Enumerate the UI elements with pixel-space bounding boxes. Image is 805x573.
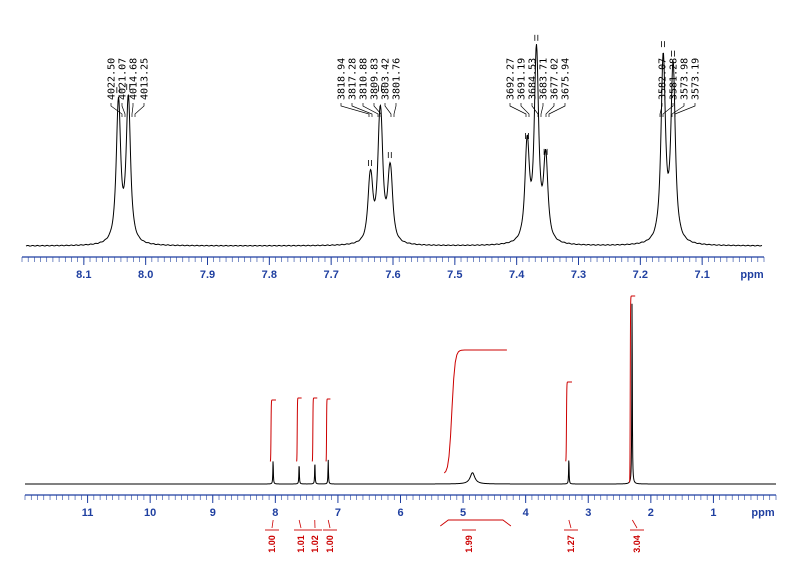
peak-label: 3810.88 [359, 58, 370, 100]
peak-leader-line [340, 103, 370, 117]
x-tick-label: 7 [335, 507, 341, 519]
peak-label: 3817.28 [348, 58, 359, 100]
x-tick-label: 7.4 [509, 269, 525, 281]
peak-label: 3684.53 [528, 58, 539, 100]
peak-label: 3692.27 [506, 58, 517, 100]
x-tick-label: 5 [460, 507, 466, 519]
x-tick-label: 1 [710, 507, 716, 519]
full-spectrum-line [25, 303, 776, 485]
integral-value-label: 1.99 [464, 535, 474, 553]
x-tick-label: 8.0 [138, 269, 153, 281]
x-tick-label: 3 [585, 507, 591, 519]
peak-leader-line [131, 103, 134, 117]
peak-label: 3691.19 [517, 58, 528, 100]
integral-curve [296, 397, 302, 462]
x-tick-label: 7.1 [695, 269, 710, 281]
x-tick-label: 11 [82, 507, 94, 519]
expansion-spectrum-line [25, 44, 763, 247]
peak-leader-line [351, 103, 373, 117]
x-unit-label: ppm [740, 269, 763, 281]
expansion-x-axis: 8.1 8.0 7.9 7.8 7.7 7.6 7.5 7.4 7.3 7.2 7.1 ppm [21, 256, 765, 281]
peak-label: 4021.07 [118, 58, 129, 100]
peak-label: 3675.94 [561, 58, 572, 100]
integral-bracket [327, 519, 331, 529]
peak-leader-line [531, 103, 539, 117]
x-tick-label: 7.7 [324, 269, 339, 281]
peak-leader-line [545, 103, 555, 117]
peak-label-group: 4022.50 4021.07 4014.68 4013.25 3818.94 3817.… [107, 34, 702, 166]
integral-curve [443, 349, 507, 474]
x-unit-label: ppm [751, 507, 774, 519]
x-tick-label: 7.9 [200, 269, 215, 281]
expansion-panel: 4022.50 4021.07 4014.68 4013.25 3818.94 3817.… [21, 34, 765, 281]
peak-leader-line [671, 103, 685, 117]
x-tick-label: 7.2 [633, 269, 648, 281]
integral-curve [629, 295, 636, 483]
peak-label: 3677.02 [550, 58, 561, 100]
peak-leader-line [548, 103, 566, 117]
x-tick-label: 4 [523, 507, 530, 519]
x-tick-label: 2 [648, 507, 654, 519]
peak-label: 4013.25 [140, 58, 151, 100]
peak-label: 3573.19 [691, 58, 702, 100]
integral-curve-group [269, 295, 636, 483]
full-spectrum-panel: 11 10 9 8 7 6 5 4 3 2 1 ppm 1.00 1.01 1.02 1.00 1.99 1.2… [24, 295, 777, 553]
peak-label: 3573.98 [680, 58, 691, 100]
integral-label-group: 1.00 1.01 1.02 1.00 1.99 1.27 3.04 [265, 519, 644, 553]
peak-leader-line [540, 103, 544, 117]
x-tick-label: 6 [397, 507, 403, 519]
integral-bracket [568, 519, 572, 529]
integral-bracket [298, 519, 302, 529]
peak-leader-line [362, 103, 379, 117]
peak-leader-line [393, 103, 397, 117]
peak-leader-line [509, 103, 527, 117]
peak-label: 3803.42 [381, 58, 392, 100]
integral-bracket [632, 519, 638, 529]
x-tick-label: 7.6 [385, 269, 400, 281]
peak-leader-line [121, 103, 126, 117]
peak-leader-line [110, 103, 123, 117]
integral-value-label: 3.04 [632, 535, 642, 553]
integral-bracket [440, 519, 512, 527]
peak-label: 3809.83 [370, 58, 381, 100]
peak-label: 3818.94 [337, 58, 348, 100]
peak-label: 3801.76 [392, 58, 403, 100]
x-tick-label: 9 [210, 507, 216, 519]
peak-leader-line [384, 103, 392, 117]
x-tick-label: 8 [272, 507, 278, 519]
peak-label: 4022.50 [107, 58, 118, 100]
integral-value-label: 1.00 [267, 535, 277, 553]
peak-leader-line [520, 103, 530, 117]
peak-label: 3683.71 [539, 58, 550, 100]
integral-value-label: 1.02 [310, 535, 320, 553]
peak-label: 3582.07 [658, 58, 669, 100]
x-tick-label: 8.1 [76, 269, 91, 281]
integral-curve [269, 399, 276, 462]
peak-label: 4014.68 [129, 58, 140, 100]
peak-leader-line [662, 103, 674, 117]
integral-curve [565, 381, 572, 462]
x-tick-label: 7.3 [571, 269, 586, 281]
x-tick-label: 7.8 [262, 269, 277, 281]
full-x-axis: 11 10 9 8 7 6 5 4 3 2 1 ppm [24, 494, 777, 519]
integral-value-label: 1.27 [566, 535, 576, 553]
integral-curve [325, 398, 331, 462]
integral-value-label: 1.01 [296, 535, 306, 553]
integral-curve [311, 397, 318, 462]
peak-leader-line [134, 103, 145, 117]
integral-value-label: 1.00 [325, 535, 335, 553]
x-tick-label: 10 [144, 507, 156, 519]
x-tick-label: 7.5 [447, 269, 462, 281]
integral-bracket [271, 519, 274, 529]
